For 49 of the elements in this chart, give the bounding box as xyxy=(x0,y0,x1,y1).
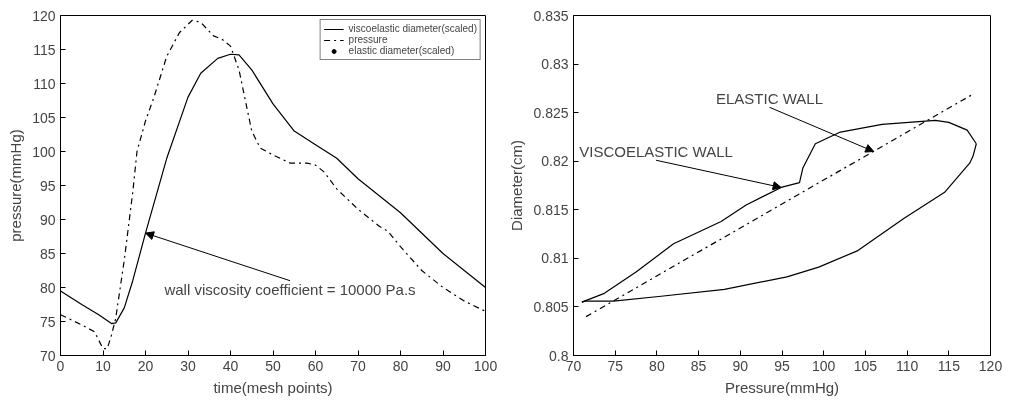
x-tick-label: 120 xyxy=(978,357,1003,374)
y-tick-label: 0.8 xyxy=(549,347,569,364)
y-tick-label: 0.805 xyxy=(533,298,569,315)
x-tick-label: 100 xyxy=(812,357,836,374)
x-tick-label: 100 xyxy=(473,357,498,374)
annotation: ELASTIC WALL xyxy=(716,90,823,108)
x-tick-label: 80 xyxy=(392,357,409,374)
y-tick-label: 115 xyxy=(33,41,56,58)
x-tick-label: 40 xyxy=(222,357,239,374)
x-tick-label: 95 xyxy=(774,357,790,374)
x-axis-title: time(mesh points) xyxy=(213,378,333,396)
y-tick-label: 120 xyxy=(32,7,56,24)
x-tick-label: 10 xyxy=(95,357,111,374)
x-tick-label: 50 xyxy=(265,357,281,374)
y-tick-label: 110 xyxy=(33,75,56,92)
annotation: VISCOELASTIC WALL xyxy=(579,143,733,161)
y-tick-label: 0.82 xyxy=(541,153,569,170)
legend-label: elastic diameter(scaled) xyxy=(348,45,455,56)
x-tick-label: 105 xyxy=(853,357,878,374)
y-tick-label: 0.83 xyxy=(541,56,569,73)
y-axis-title: Diameter(cm) xyxy=(508,140,526,231)
legend-label: viscoelastic diameter(scaled) xyxy=(348,23,477,34)
x-tick-label: 85 xyxy=(690,357,707,374)
x-tick-label: 90 xyxy=(435,357,451,374)
y-axis-title: pressure(mmHg) xyxy=(7,129,25,242)
y-tick-label: 0.815 xyxy=(533,201,569,218)
y-tick-label: 0.825 xyxy=(533,104,569,121)
x-tick-label: 0 xyxy=(56,357,65,374)
y-tick-label: 80 xyxy=(39,279,56,296)
annotation: wall viscosity coefficient = 10000 Pa.s xyxy=(163,280,416,298)
x-tick-label: 20 xyxy=(137,357,154,374)
x-tick-label: 70 xyxy=(350,357,366,374)
x-tick-label: 60 xyxy=(307,357,324,374)
y-tick-label: 100 xyxy=(32,143,56,160)
y-tick-label: 0.81 xyxy=(541,250,569,267)
x-tick-label: 80 xyxy=(649,357,665,374)
x-tick-label: 110 xyxy=(895,357,919,374)
x-tick-label: 75 xyxy=(607,357,624,374)
y-tick-label: 85 xyxy=(39,245,56,262)
legend-label: pressure xyxy=(348,34,388,45)
y-tick-label: 90 xyxy=(39,211,56,228)
y-tick-label: 95 xyxy=(39,177,56,194)
y-tick-label: 75 xyxy=(39,313,56,330)
y-tick-label: 0.835 xyxy=(533,7,569,24)
x-tick-label: 90 xyxy=(732,357,749,374)
x-tick-label: 115 xyxy=(937,357,961,374)
x-tick-label: 30 xyxy=(180,357,196,374)
y-tick-label: 105 xyxy=(32,109,56,126)
x-axis-title: Pressure(mmHg) xyxy=(724,378,840,396)
